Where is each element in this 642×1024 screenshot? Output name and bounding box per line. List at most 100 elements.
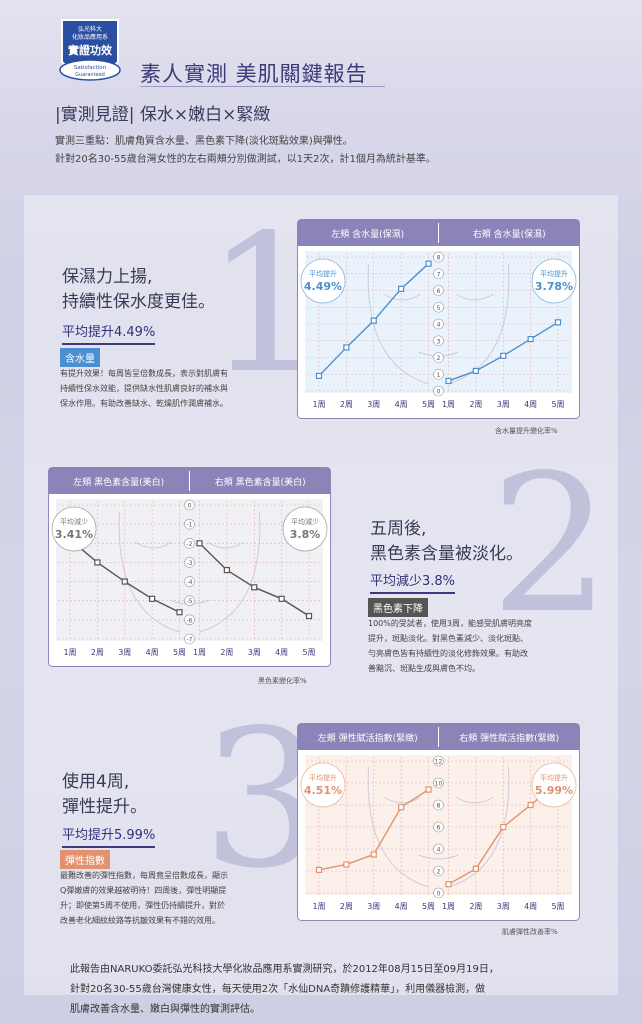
section2-average: 平均減少3.8% — [370, 570, 456, 594]
data-point-left — [343, 344, 350, 351]
y-tick-label: 7 — [437, 271, 441, 278]
bubble-label-right: 平均提升 — [540, 773, 568, 782]
y-tick-marker — [184, 595, 195, 607]
chart1-caption: 含水量提升變化率% — [495, 427, 558, 435]
eye-left — [383, 796, 421, 804]
x-tick-label-right: 3周 — [497, 400, 510, 409]
y-tick-marker — [433, 318, 444, 330]
section1-body-line: 有提升效果！每周皆呈倍數成長，表示對肌膚有 — [60, 369, 228, 378]
x-tick-label-left: 1周 — [63, 648, 76, 657]
y-tick-label: 6 — [437, 288, 441, 295]
page-title: 素人實測 美肌關鍵報告 — [140, 62, 368, 86]
data-point-left — [94, 559, 101, 566]
bubble-label-left: 平均提升 — [309, 269, 337, 278]
y-tick-label: -6 — [187, 617, 193, 624]
data-point-right — [472, 367, 479, 374]
chart-elasticity: 左頰 彈性賦活指數(緊緻) 右頰 彈性賦活指數(緊緻) 0 2 4 6 8 10 12 1周 2周 3… — [297, 723, 580, 921]
x-tick-label-left: 2周 — [91, 648, 104, 657]
x-tick-label-right: 2周 — [220, 648, 233, 657]
data-point-right — [527, 801, 534, 809]
section3-heading-line2: 彈性提升。 — [62, 797, 147, 817]
y-tick-marker — [184, 499, 195, 511]
section2-body-line: 100%的受試者，使用3周，能感受肌膚明亮度 — [368, 619, 532, 628]
x-tick-label-right: 3周 — [497, 902, 510, 911]
bubble-left — [51, 506, 97, 552]
section2-body-line: 勻亮膚色皆有持續性的淡化修飾效果。有助改 — [368, 649, 528, 658]
study-footnote: 此報告由NARUKO委託弘光科技大學化妝品應用系實測研究，於2012年08月15… — [70, 960, 590, 1020]
lips — [418, 854, 459, 860]
y-tick-label: 10 — [435, 781, 443, 788]
face-sketch — [367, 766, 510, 888]
bubble-label-right: 平均減少 — [291, 517, 319, 526]
x-tick-label-left: 1周 — [312, 400, 325, 409]
data-point-left — [398, 285, 405, 292]
eye-left — [383, 293, 421, 301]
data-point-left — [398, 804, 405, 811]
data-point-left — [343, 861, 350, 868]
y-tick-marker — [433, 335, 444, 347]
x-tick-label-right: 5周 — [551, 400, 564, 409]
y-tick-label: 8 — [437, 803, 441, 810]
data-point-left — [425, 260, 432, 267]
y-tick-marker — [184, 633, 195, 645]
bubble-value-right: 3.8% — [290, 528, 321, 541]
data-point-left — [370, 317, 377, 324]
section3-body: 最難改善的彈性指數，每周竟呈倍數成長，顯示 Q彈嫩膚的效果越被明待！四周後，彈性… — [60, 868, 228, 928]
badge-main: 實證功效 — [68, 43, 113, 57]
section1-heading-line1: 保濕力上揚, — [62, 267, 153, 287]
chart-melanin: 左頰 黑色素含量(美白) 右頰 黑色素含量(美白)0-1-2-3-4-5-6-71… — [48, 467, 331, 667]
y-tick-marker — [433, 352, 444, 363]
x-tick-label-left: 3周 — [118, 648, 131, 657]
chart-title-left: 左頰 彈性賦活指數(緊緻) — [318, 732, 418, 744]
x-tick-label-left: 4周 — [395, 400, 408, 409]
y-tick-label: 2 — [437, 355, 441, 362]
y-tick-label: 4 — [437, 322, 441, 329]
y-tick-marker — [433, 777, 444, 789]
y-tick-label: -1 — [187, 522, 193, 529]
data-point-right — [251, 584, 258, 591]
bubble-left — [300, 258, 346, 304]
y-tick-marker — [433, 268, 444, 280]
section3-tag: 彈性指數 — [60, 850, 110, 869]
face-contour-left — [367, 766, 429, 888]
test-note-1: 實測三重點：肌膚角質含水量、黑色素下降(淡化斑點效果)與彈性。 — [55, 136, 353, 147]
x-tick-label-right: 4周 — [275, 648, 288, 657]
eye-right — [456, 293, 494, 301]
data-point-left — [315, 372, 323, 380]
footnote-line3: 肌膚改善含水量、嫩白與彈性的實測評估。 — [70, 1004, 260, 1015]
x-tick-label-left: 3周 — [367, 400, 380, 409]
data-point-right — [500, 352, 507, 359]
bubble-label-right: 平均提升 — [540, 269, 568, 278]
bubble-label-left: 平均減少 — [60, 517, 88, 526]
x-tick-label-left: 2周 — [340, 400, 353, 409]
chart-moisture: 左頰 含水量(保濕) 右頰 含水量(保濕) 0 1 2 3 4 5 6 7 8 1周 2周 3周 4周 5周 1… — [297, 219, 580, 419]
eye-right — [456, 796, 494, 804]
x-tick-label-left: 5周 — [173, 648, 186, 657]
x-tick-label-left: 2周 — [340, 902, 353, 911]
face-contour-left — [118, 511, 180, 633]
eye-right — [207, 541, 245, 549]
footnote-line2: 針對20名30-55歲台灣健康女性，每天使用2次「水仙DNA奇蹟修護精華」，利用… — [70, 984, 486, 995]
section2-heading: 五周後, 黑色素含量被淡化。 — [370, 517, 523, 567]
chart-title-left: 左頰 含水量(保濕) — [331, 228, 404, 240]
data-point-left — [370, 851, 377, 858]
y-tick-label: 8 — [437, 255, 441, 262]
face-sketch — [367, 263, 510, 385]
y-tick-marker — [433, 385, 444, 397]
bubble-left — [300, 762, 346, 808]
y-tick-marker — [433, 368, 444, 380]
section1-average: 平均提升4.49% — [62, 321, 156, 345]
y-tick-label: 6 — [437, 825, 441, 832]
x-tick-label-left: 3周 — [367, 902, 380, 911]
data-point-right — [445, 377, 452, 385]
section1-heading-line2: 持續性保水度更佳。 — [62, 292, 215, 312]
x-tick-label-right: 1周 — [193, 648, 206, 657]
bubble-label-left: 平均提升 — [309, 773, 337, 782]
eye-left — [134, 541, 172, 549]
section3-average: 平均提升5.99% — [62, 824, 156, 848]
y-tick-marker — [184, 557, 195, 568]
section2-heading-line1: 五周後, — [370, 519, 427, 539]
x-tick-label-left: 5周 — [422, 400, 435, 409]
x-tick-label-right: 4周 — [524, 400, 537, 409]
section1-body-line: 保水作用。有助改善缺水、乾燥肌作潤膚補水。 — [60, 399, 228, 408]
